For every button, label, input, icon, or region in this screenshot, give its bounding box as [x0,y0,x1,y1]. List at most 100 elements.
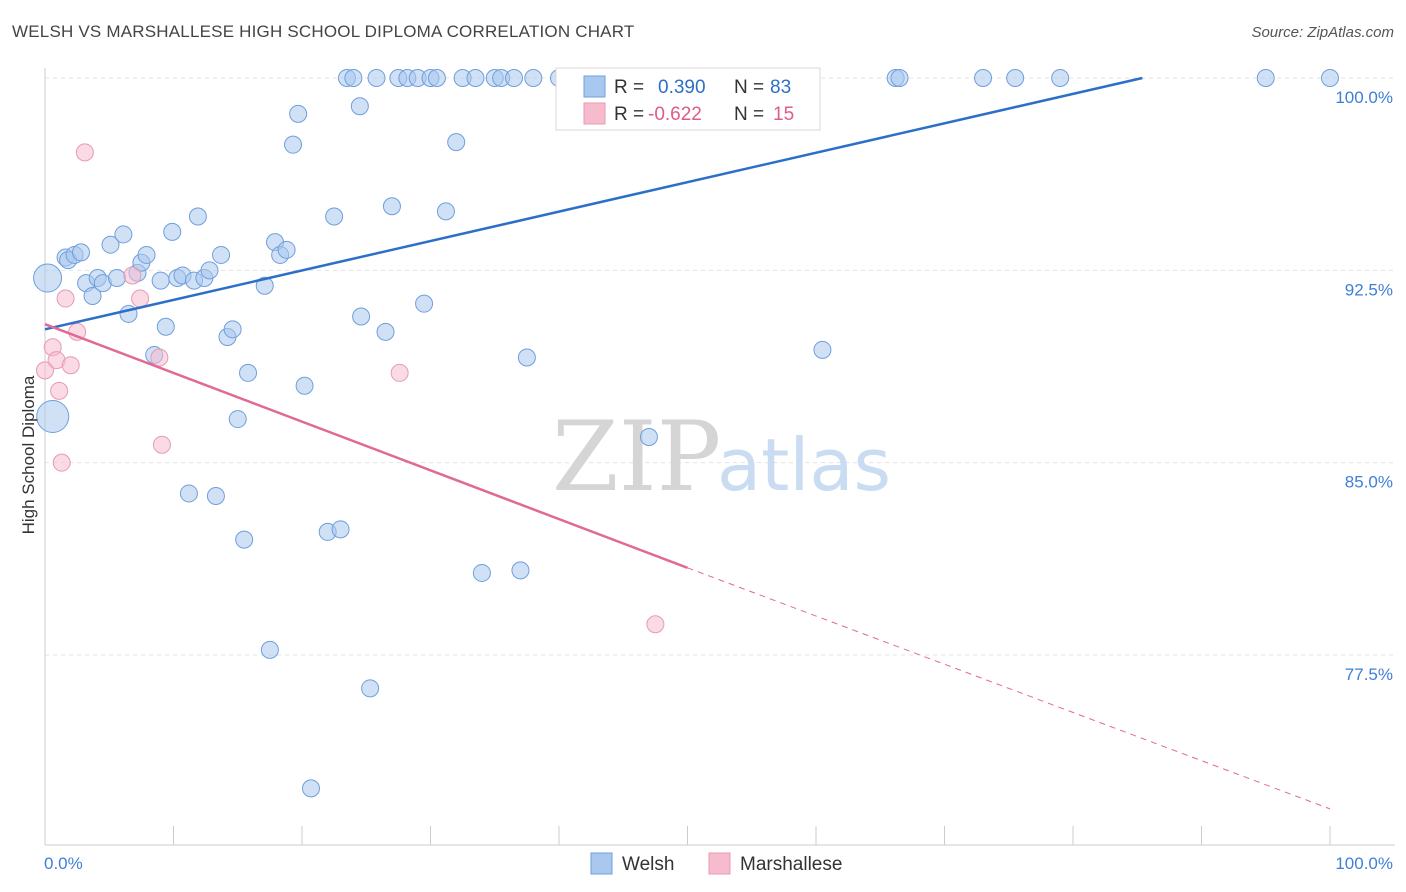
trend-lines [44,76,1331,810]
legend-welsh-n: 83 [770,77,791,98]
legend: R = 0.390 N = 83 R = -0.622 N = 15 [555,67,821,131]
welsh-point [33,263,63,293]
welsh-point [367,69,386,87]
welsh-point [344,69,363,87]
legend-welsh-r: 0.390 [658,77,706,98]
welsh-point [239,363,258,382]
welsh-point [151,271,170,290]
welsh-point [813,340,832,359]
welsh-point [223,320,242,339]
welsh-point [179,484,198,503]
watermark-zip: ZIP [552,401,721,513]
welsh-point [1006,69,1025,87]
welsh-point [284,135,303,154]
legend-n-label: N = [734,77,764,98]
y-axis-label: High School Diploma [19,375,38,534]
marshallese-point [75,143,94,162]
marshallese-point [50,381,69,400]
bottom-legend-marsh: Marshallese [740,854,842,875]
watermark-atlas: atlas [717,423,891,507]
welsh-point [114,225,133,244]
legend-r-label: R = [614,77,644,98]
welsh-point [71,243,90,262]
welsh-point [639,428,658,447]
welsh-point [325,207,344,226]
y-tick-label: 85.0% [1345,473,1393,492]
marshallese-point [61,356,80,375]
legend-marsh-n: 15 [773,104,794,125]
welsh-point [517,348,536,367]
welsh-point [260,640,279,659]
legend-r-label-2: R = [614,104,644,125]
axes: 77.5% 85.0% 92.5% 100.0% 0.0% 100.0% [44,68,1395,873]
marshallese-point [150,348,169,367]
welsh-point [206,487,225,506]
chart-title: WELSH VS MARSHALLESE HIGH SCHOOL DIPLOMA… [12,22,635,41]
marshallese-trend-line [44,323,688,569]
welsh-point [331,520,350,539]
welsh-point [301,779,320,798]
welsh-point [352,307,371,326]
welsh-point [200,261,219,280]
bottom-legend-welsh: Welsh [622,854,674,875]
welsh-point [255,276,274,295]
welsh-point [83,286,102,305]
welsh-point [228,410,247,429]
marshallese-point [390,363,409,382]
welsh-point [376,322,395,341]
legend-marsh-r: -0.622 [648,104,702,125]
welsh-point [472,563,491,582]
bottom-legend-swatch-marsh [708,852,731,875]
welsh-point [212,245,231,264]
welsh-point [235,530,254,549]
welsh-point [427,69,446,87]
bottom-legend: Welsh Marshallese [590,852,842,875]
welsh-point [289,104,308,123]
welsh-point [436,202,455,221]
welsh-point [277,240,296,259]
welsh-point [1051,69,1070,87]
y-tick-label: 92.5% [1345,280,1393,299]
welsh-trend-line [44,76,1143,331]
x-tick-label: 100.0% [1335,854,1393,873]
welsh-point [466,69,485,87]
welsh-point [1321,69,1339,87]
welsh-point [505,69,524,87]
welsh-point [415,294,434,313]
welsh-point [137,245,156,264]
welsh-point [163,222,182,241]
welsh-point [188,207,207,226]
marshallese-point [646,615,665,634]
marshallese-point [52,453,71,472]
welsh-point [361,679,380,698]
welsh-point [511,561,530,580]
welsh-point [382,197,401,216]
legend-swatch-marsh [583,102,606,125]
data-points [33,69,1339,798]
marshallese-point [36,361,54,380]
marshallese-point [152,435,171,454]
source-label: Source: ZipAtlas.com [1251,24,1394,41]
y-tick-label: 100.0% [1335,88,1393,107]
marshallese-trend-extension [687,567,1331,810]
welsh-point [1256,69,1275,87]
welsh-point [447,133,466,152]
welsh-point [101,235,120,254]
x-tick-label: 0.0% [44,854,83,873]
marshallese-point [56,289,75,308]
welsh-point [974,69,993,87]
welsh-point [36,400,70,434]
welsh-point [524,69,543,87]
welsh-point [107,269,126,288]
y-tick-label: 77.5% [1345,665,1393,684]
legend-swatch-welsh [583,75,606,98]
welsh-point [156,317,175,336]
bottom-legend-swatch-welsh [590,852,613,875]
welsh-point [295,376,314,395]
legend-n-label-2: N = [734,104,764,125]
marshallese-point [123,266,142,285]
marshallese-point [131,289,150,308]
welsh-point [890,69,909,87]
welsh-point [350,97,369,116]
